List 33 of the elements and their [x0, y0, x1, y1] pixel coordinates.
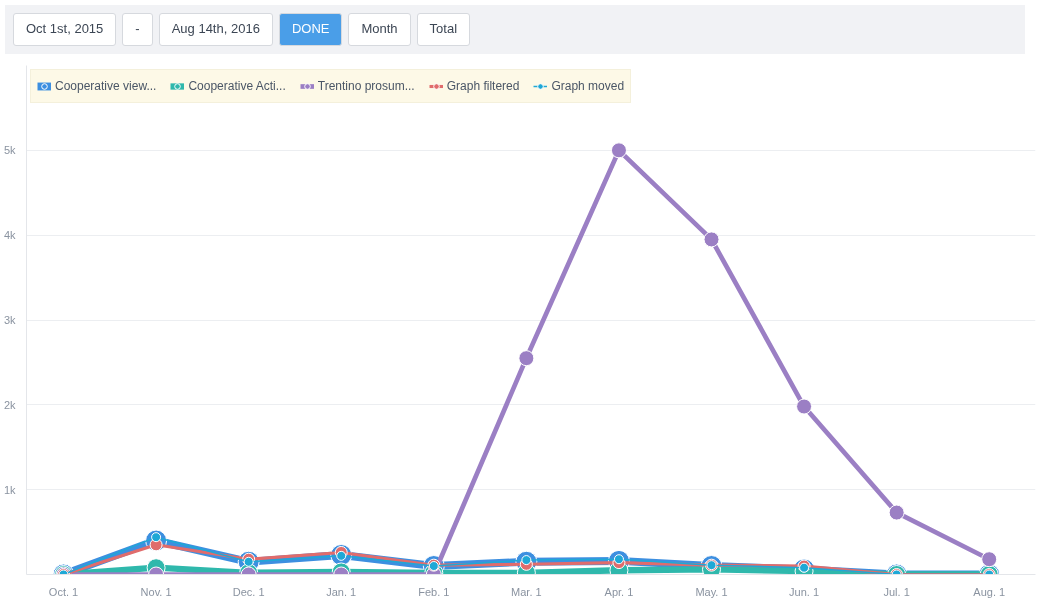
text: Aug 14th, 2016: [158, 13, 273, 46]
x-tick-label: Dec. 1: [232, 585, 265, 598]
legend-label: Cooperative Acti...: [188, 79, 286, 93]
x-tick-label: Nov. 1: [140, 585, 172, 598]
text: Month: [348, 13, 411, 46]
point: [610, 142, 627, 159]
point: [888, 504, 905, 521]
text: DONE: [278, 13, 343, 46]
x-tick-label: Jan. 1: [326, 585, 357, 598]
x-tick-label: Mar. 1: [511, 585, 542, 598]
x-tick-label: Jun. 1: [789, 585, 820, 598]
y-tick-label: 5k: [3, 144, 16, 157]
point: [981, 551, 998, 568]
x-tick-label: Feb. 1: [418, 585, 450, 598]
y-tick-label: 1k: [3, 483, 16, 496]
x-tick-label: Oct. 1: [48, 585, 79, 598]
legend-label: Graph moved: [551, 79, 625, 93]
text: Oct 1st, 2015: [13, 13, 117, 46]
y-tick-label: 3k: [3, 314, 16, 326]
point: [703, 231, 720, 248]
legend-label: Graph filtered: [446, 79, 520, 93]
legend-label: Cooperative view...: [55, 79, 157, 93]
text: -: [122, 13, 153, 46]
x-tick-label: May. 1: [695, 585, 728, 598]
x-tick-label: Apr. 1: [604, 585, 634, 598]
x-tick-label: Aug. 1: [973, 585, 1006, 598]
x-tick-label: Jul. 1: [883, 585, 910, 598]
point: [518, 350, 535, 367]
y-tick-label: 2k: [3, 398, 16, 411]
y-tick-label: 4k: [3, 229, 16, 242]
text: Total: [416, 13, 471, 46]
legend-label: Trentino prosum...: [317, 79, 415, 93]
point: [796, 398, 813, 415]
